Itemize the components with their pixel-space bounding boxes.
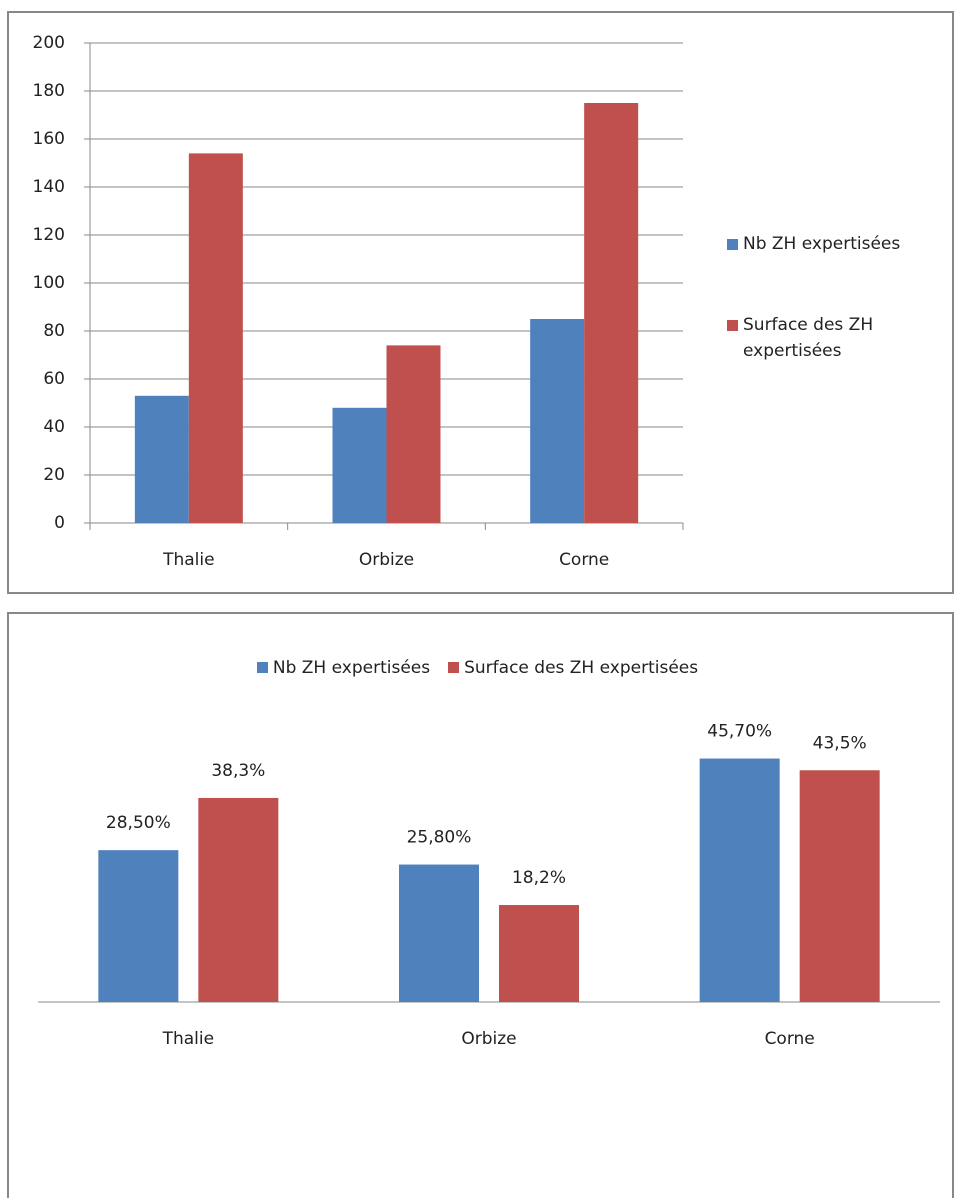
x-tick-label: Orbize [461, 1029, 516, 1049]
bar [399, 864, 479, 1002]
y-tick-label: 160 [33, 129, 65, 149]
bar [198, 797, 279, 1002]
y-tick-label: 200 [33, 33, 65, 53]
y-tick-label: 120 [33, 225, 65, 245]
bar [134, 395, 189, 523]
bar [584, 103, 639, 523]
data-label: 45,70% [707, 722, 772, 742]
bar [188, 153, 243, 523]
legend-item: Nb ZH expertisées [256, 658, 431, 678]
bar [386, 345, 441, 523]
legend-label: Surface des ZH expertisées [464, 658, 699, 678]
legend-label: Nb ZH expertisées [272, 658, 431, 678]
x-tick-label: Thalie [162, 550, 214, 570]
legend-item: Surface des ZH expertisées [727, 312, 952, 364]
y-tick-label: 0 [54, 513, 65, 533]
legend-label: Surface des ZH expertisées [743, 315, 874, 361]
legend-swatch [256, 662, 268, 673]
x-tick-label: Thalie [162, 1029, 214, 1049]
data-label: 28,50% [106, 813, 171, 833]
y-tick-label: 80 [43, 321, 65, 341]
y-tick-label: 40 [43, 417, 65, 437]
bar [98, 850, 179, 1002]
x-tick-label: Corne [559, 550, 609, 570]
bar [699, 758, 780, 1002]
data-label: 38,3% [211, 761, 265, 781]
data-label: 18,2% [512, 868, 566, 888]
bar [799, 770, 880, 1002]
bar [332, 407, 387, 523]
legend-swatch [727, 239, 738, 250]
y-tick-label: 180 [33, 81, 65, 101]
chart-frame [7, 11, 954, 594]
bar [499, 905, 579, 1002]
legend: Nb ZH expertisées Surface des ZH expertis… [0, 655, 955, 681]
x-tick-label: Corne [765, 1029, 815, 1049]
legend-item: Surface des ZH expertisées [448, 658, 698, 678]
legend-swatch [448, 662, 460, 673]
data-label: 43,5% [813, 733, 867, 753]
y-tick-label: 60 [43, 369, 65, 389]
legend-item: Nb ZH expertisées [727, 231, 900, 257]
y-tick-label: 20 [43, 465, 65, 485]
bar [530, 319, 585, 523]
y-tick-label: 140 [33, 177, 65, 197]
y-tick-label: 100 [33, 273, 65, 293]
legend-label: Nb ZH expertisées [743, 234, 901, 254]
legend-swatch [727, 320, 738, 331]
x-tick-label: Orbize [359, 550, 414, 570]
chart-frame [7, 612, 954, 1198]
data-label: 25,80% [407, 828, 472, 848]
